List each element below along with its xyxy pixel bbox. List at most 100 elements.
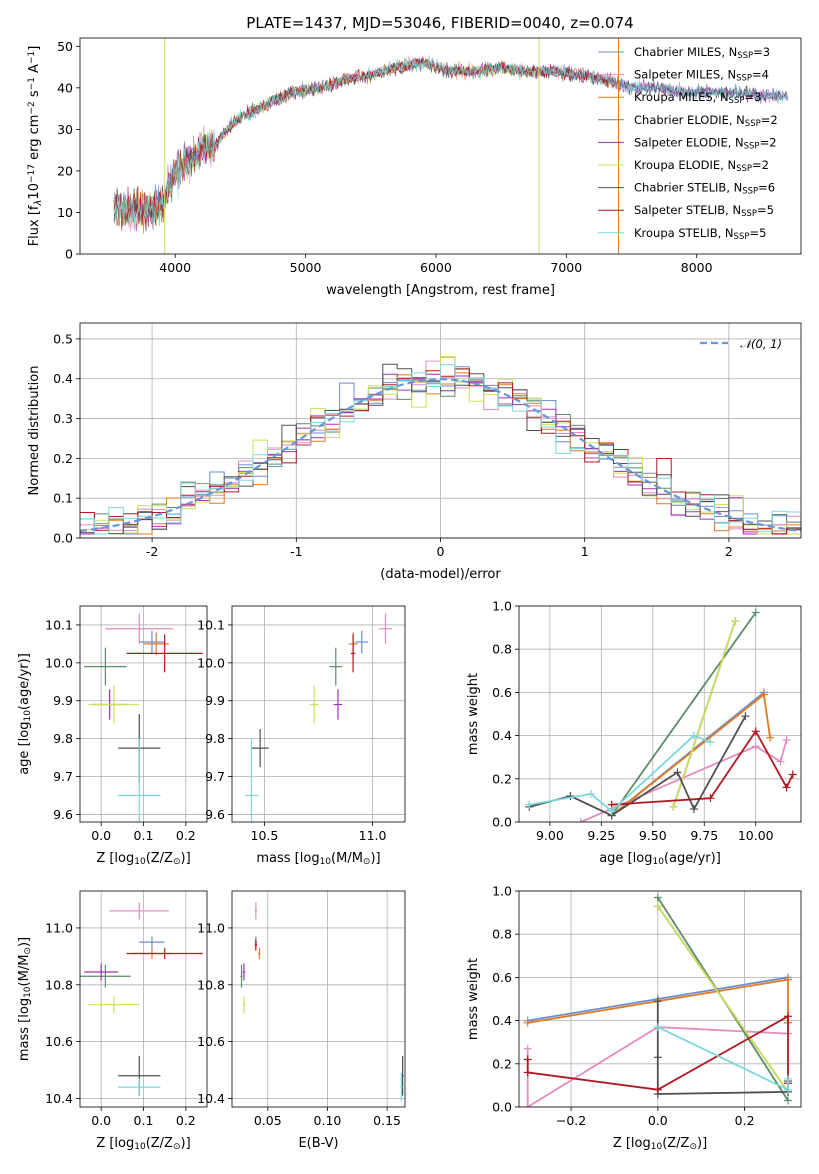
x-tick-label: 0.10 [314,1113,342,1128]
y-tick-label: 0.0 [492,815,512,830]
y-tick-label: 30 [57,122,73,137]
y-tick-label: 11.0 [45,920,73,935]
y-axis-label: Flux [fλ10−17 erg cm−2 s−1 A−1] [27,46,44,247]
y-tick-label: 0.5 [53,331,73,346]
errorbar-point [118,738,161,822]
y-tick-label: 10.0 [45,655,73,670]
x-tick-label: 0.0 [648,1113,668,1128]
weight-marker [788,770,797,779]
plot-area [523,893,792,1107]
spectrum-panel: 4000 5000 6000 7000 8000 0 10 20 30 40 50 wavelengt… [27,14,802,298]
weight-marker [766,733,775,742]
axes-frame: 4000 5000 6000 7000 8000 0 10 20 30 40 50 wavelengt… [27,14,802,298]
x-tick-label: 10.5 [251,828,279,843]
plot-area [80,902,203,1096]
weight-marker [523,1044,532,1053]
x-tick-label: 0.2 [176,1113,196,1128]
y-tick-label: 9.7 [205,769,225,784]
errorbar-point [84,647,127,686]
y-tick-label: 11.0 [197,920,225,935]
x-tick-label: 7000 [550,260,582,275]
weight-marker [782,783,791,792]
axes-frame-box [79,890,208,1108]
y-tick-label: 10.6 [197,1034,225,1049]
legend-entry: Kroupa STELIB, NSSP=5 [634,226,766,242]
x-tick-label: 0.0 [91,828,111,843]
gaussian-curve [80,378,801,533]
errorbar-point [139,936,165,948]
grid [519,605,801,823]
x-tick-label: 0.15 [373,1113,401,1128]
weight-marker [759,690,768,699]
x-tick-label: 0.05 [254,1113,282,1128]
y-tick-label: 50 [57,39,73,54]
y-axis-label: mass weight [466,673,481,755]
x-tick-label: -2 [146,544,158,559]
y-tick-label: 0.6 [492,970,512,985]
weight-marker [783,1085,792,1094]
x-tick-label: 10.00 [738,828,774,843]
errorbar-point [242,963,246,981]
spectrum-line-salpeter-stelib [113,56,619,231]
axes-frame: 9.00 9.25 9.50 9.75 10.00 0.0 0.2 0.4 0.6 0.8 1.0 a… [466,599,802,867]
axes-frame: 10.5 11.0 9.6 9.7 9.8 9.9 10.0 10.1 mass [log10(… [197,605,406,867]
histogram-kroupa-elodie [80,356,801,535]
y-tick-label: 0.0 [53,531,73,546]
errorbar-point [355,630,369,654]
legend-entry: Salpeter ELODIE, NSSP=2 [634,135,777,151]
x-tick-label: 6000 [420,260,452,275]
weight-marker [783,1096,792,1105]
plot-area [113,38,788,254]
y-tick-label: 0.4 [492,1013,512,1028]
x-tick-label: 0.2 [735,1113,755,1128]
weight-marker [751,742,760,751]
weight-marker [731,617,740,626]
y-tick-label: 10 [57,205,73,220]
x-axis-label: mass [log10(M/M⊙)] [256,851,380,867]
weight-marker [576,818,585,822]
y-tick-label: 0 [65,247,73,262]
y-tick-label: 40 [57,80,73,95]
x-tick-label: 0.1 [134,1113,154,1128]
weight-marker [776,757,785,766]
histogram-kroupa-stelib [80,364,801,535]
x-tick-label: 0.2 [176,828,196,843]
weight-marker [587,789,596,798]
errorbar-point [126,947,203,960]
plot-area [240,902,404,1102]
y-tick-label: 0.2 [492,1056,512,1071]
grid [80,891,207,1107]
weight-marker [523,1018,532,1027]
weight-line-kroupa-stelib [657,1026,789,1092]
grid [232,891,405,1107]
y-tick-label: 10.0 [197,655,225,670]
age-vs-metallicity-panel: 0.0 0.1 0.2 9.6 9.7 9.8 9.9 10.0 10.1 Z [log10(Z/… [17,605,208,867]
y-axis-label: mass [log10(M/M⊙)] [17,937,33,1061]
y-tick-label: 0.4 [53,371,73,386]
axes-frame: 0.05 0.10 0.15 10.4 10.6 10.8 11.0 E(B-V) [197,890,406,1151]
y-tick-label: 10.4 [197,1091,225,1106]
weight-marker [751,608,760,617]
errorbar-point [254,939,258,951]
y-tick-label: 9.8 [53,731,73,746]
legend-entry: Kroupa ELODIE, NSSP=2 [634,158,769,174]
x-tick-label: -1 [290,544,302,559]
axes-frame-box [518,890,802,1108]
errorbar-point [309,685,319,724]
x-tick-label: 9.50 [639,828,667,843]
y-tick-label: 10.4 [45,1091,73,1106]
errorbar-point [350,634,356,673]
weight-marker [669,802,678,811]
errorbar-point [244,738,258,822]
x-tick-label: 9.25 [587,828,615,843]
weight-marker [653,1085,662,1094]
y-tick-label: 10.6 [45,1034,73,1049]
plot-area [84,613,203,822]
y-tick-label: 0.0 [492,1100,512,1115]
axes-frame-box [79,37,802,255]
y-tick-label: 9.6 [205,807,225,822]
axes-frame-box [231,605,406,823]
errorbar-point [240,964,243,988]
errorbar-point [258,947,261,960]
